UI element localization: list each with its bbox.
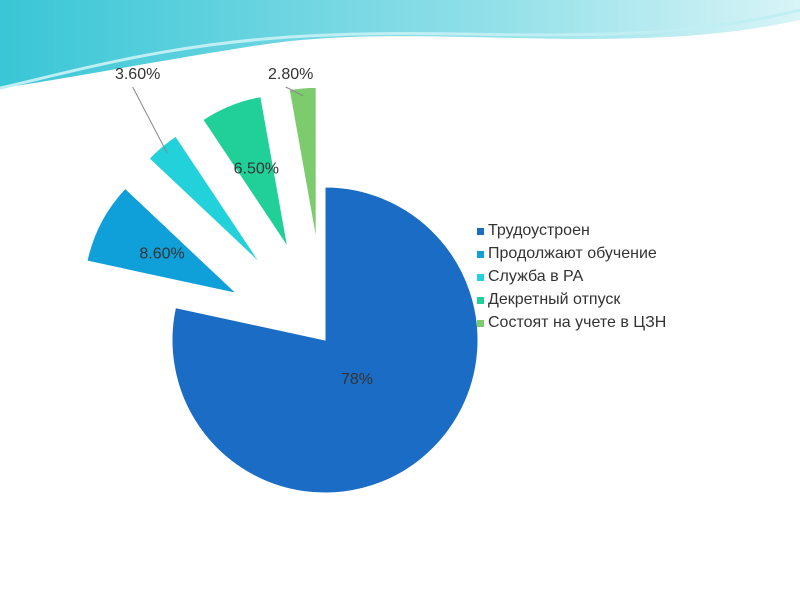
legend: Трудоустроен Продолжают обучение Служба в …	[477, 222, 666, 331]
legend-label: Трудоустроен	[488, 222, 590, 239]
data-label: 78%	[341, 371, 373, 388]
legend-swatch	[477, 251, 484, 258]
pie-slice	[148, 135, 261, 264]
data-label: 2.80%	[268, 66, 313, 83]
header-wave	[0, 0, 800, 88]
data-label: 3.60%	[115, 66, 160, 83]
legend-swatch	[477, 228, 484, 235]
pie-slice	[288, 86, 317, 241]
legend-label: Продолжают обучение	[488, 245, 657, 262]
legend-swatch	[477, 320, 484, 327]
pie-slice	[86, 187, 239, 295]
data-label: 6.50%	[234, 160, 279, 177]
legend-label: Декретный отпуск	[488, 291, 621, 308]
legend-label: Состоят на учете в ЦЗН	[488, 314, 666, 331]
pie-slice	[171, 186, 479, 494]
legend-swatch	[477, 297, 484, 304]
pie: 78% 8.60% 3.60% 6.50% 2.80%	[86, 66, 479, 494]
leader-line	[132, 86, 168, 153]
legend-swatch	[477, 274, 484, 281]
pie-slice	[202, 96, 289, 248]
leader-line	[285, 86, 304, 97]
data-label: 8.60%	[139, 245, 184, 262]
legend-label: Служба в РА	[488, 268, 584, 285]
header-wave-light	[0, 8, 800, 90]
